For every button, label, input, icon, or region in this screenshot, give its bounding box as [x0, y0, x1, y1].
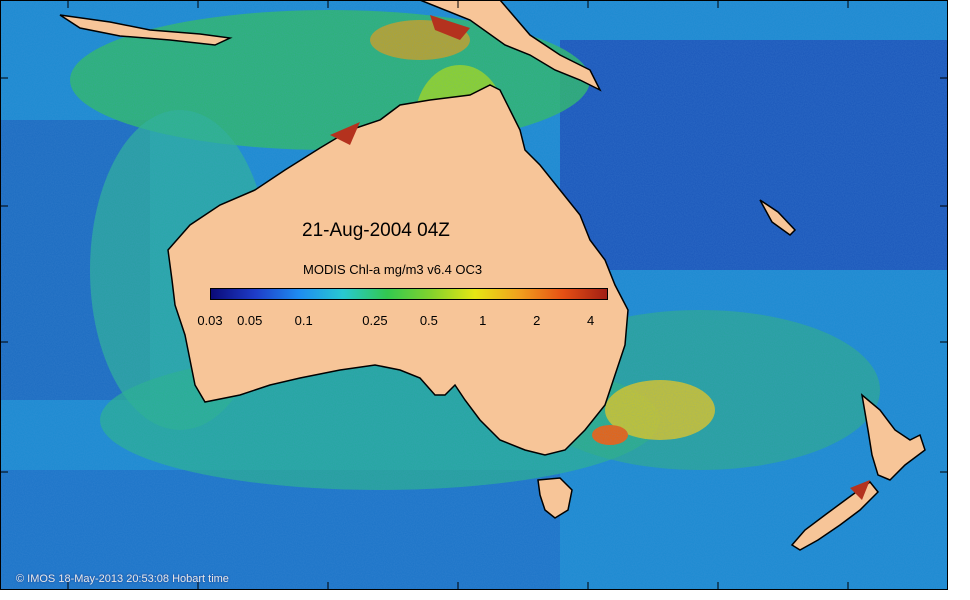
landmass-new-zealand-north	[860, 393, 926, 481]
landmass-australia	[167, 84, 629, 456]
colorbar-tick-label: 2	[533, 313, 541, 328]
map-border	[0, 0, 948, 590]
colorbar-tick-label: 0.1	[294, 313, 313, 328]
landmass-new-caledonia	[759, 199, 797, 236]
colorbar	[210, 288, 608, 300]
landmasses	[59, 0, 926, 551]
colorbar-tick-label: 0.5	[419, 313, 438, 328]
date-label: 21-Aug-2004 04Z	[302, 220, 450, 241]
landmass-new-zealand-south	[790, 480, 880, 551]
coastal-bloom-nz	[850, 480, 870, 500]
colorbar-tick-label: 4	[587, 313, 595, 328]
coastal-bloom-north	[330, 122, 360, 145]
landmass-tasmania	[537, 477, 573, 519]
colorbar-tick-label: 0.03	[197, 313, 223, 328]
colorbar-tick-label: 0.05	[237, 313, 263, 328]
landmass-new-guinea	[419, 0, 602, 92]
coastal-bloom-png	[430, 15, 470, 40]
landmass-indonesia	[59, 14, 233, 46]
product-label: MODIS Chl-a mg/m3 v6.4 OC3	[303, 262, 483, 277]
credit-label: © IMOS 18-May-2013 20:53:08 Hobart time	[16, 573, 229, 585]
colorbar-tick-label: 1	[479, 313, 487, 328]
colorbar-tick-label: 0.25	[362, 313, 388, 328]
frame-ticks	[0, 0, 948, 590]
